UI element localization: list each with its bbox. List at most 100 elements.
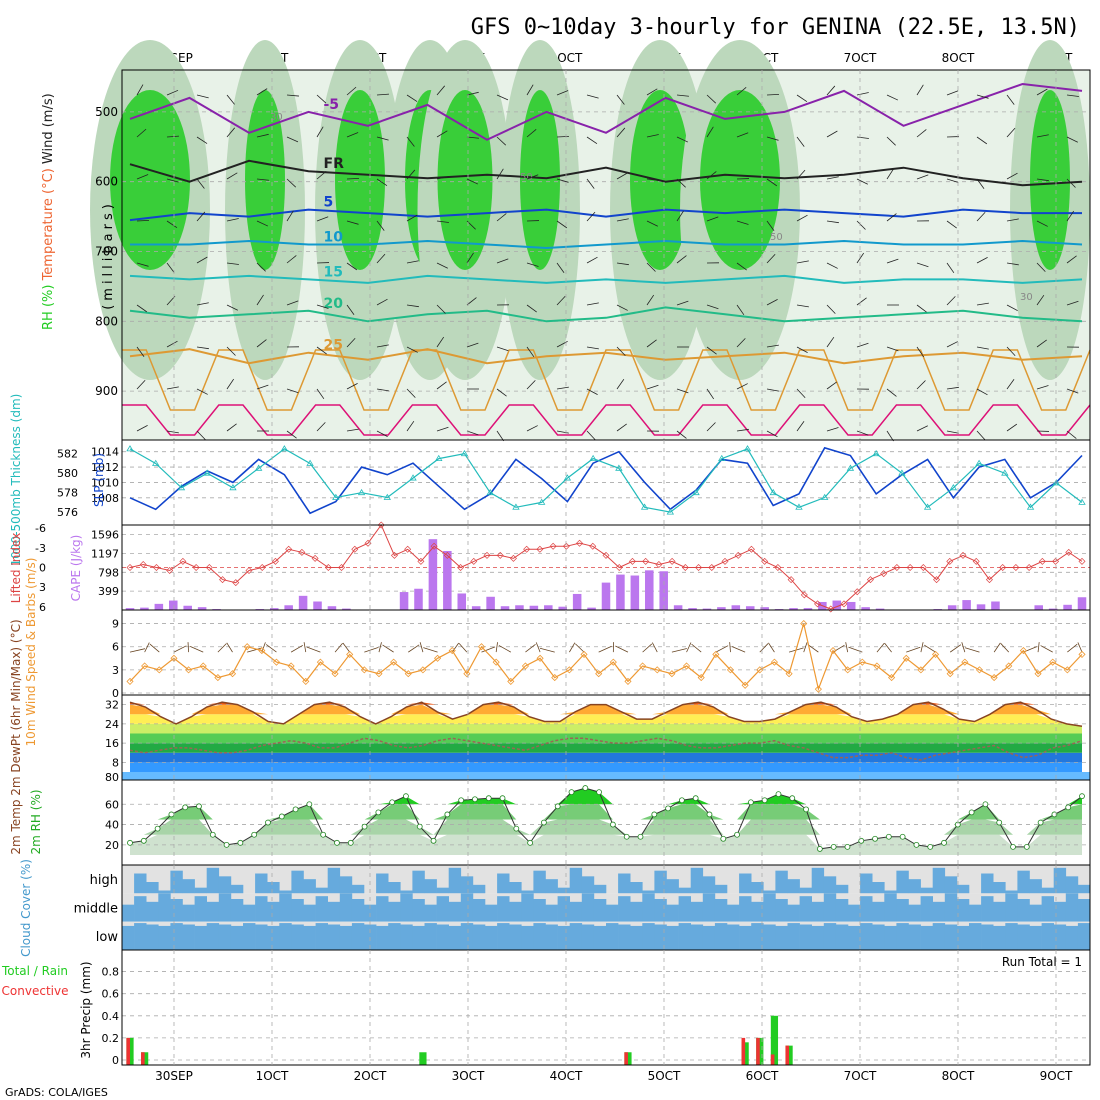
li-marker [179,557,187,565]
pressure-tick-label: 700 [95,245,118,259]
cloud-bar [896,870,909,894]
cloud-bar [714,899,728,922]
wind-barb [256,178,269,181]
wind-barb-10m [729,642,731,653]
wind-barb [1036,294,1045,306]
wind-barb [766,430,778,438]
cloud-bar [339,893,353,922]
wind-barb [466,91,479,96]
wind-barb-10m [964,647,980,653]
rh-marker [1010,843,1016,850]
rh-panel: 20 40 60 2m RH (%) [29,779,1091,866]
li-marker [985,576,993,584]
wind-barb [136,346,145,357]
temp-contour-label: 10 [324,230,344,246]
wind-barb-10m [187,642,189,653]
wind-barb [796,346,808,353]
wind-marker [624,677,632,685]
wind-barb-10m [498,645,511,653]
cloud-bar [472,884,486,894]
wind-barb-10m [1067,643,1078,653]
wind-barb [766,388,779,392]
rh-marker [403,793,409,800]
wind-barb [496,346,509,352]
li-marker [734,551,742,559]
wind-barb [616,304,628,311]
wind-barb [436,220,449,223]
cloud-bar [1041,923,1054,950]
cloud-label: Cloud Cover (%) [19,859,33,957]
wind-tick: 3 [112,664,119,677]
wind-barb-10m [144,642,150,653]
wind-barb [496,388,507,397]
wind-barb [526,425,538,432]
cloud-bar [593,899,607,922]
thickness-tick: 578 [57,487,78,500]
rh-marker [665,805,671,812]
rh-marker [541,819,547,826]
cape-bar [846,601,856,610]
wind-barb [316,170,327,180]
thickness-marker [975,459,983,466]
cloud-bar [593,925,607,950]
rh-marker [334,839,340,846]
thickness-marker [409,474,417,481]
wind-barb [1006,94,1015,105]
wind-barb-10m [686,642,692,653]
date-label-bottom: 5OCT [648,1069,681,1083]
cloud-bar [1029,925,1042,950]
cloud-bar [848,925,861,950]
cloud-bar [182,904,195,922]
precip-tick: 0 [112,1054,119,1067]
cloud-bar [606,923,619,950]
li-marker [1078,557,1086,565]
wind-barb [316,304,329,309]
rh-marker [416,823,423,830]
cloud-bar [158,890,171,894]
wind-barb [556,430,569,434]
wind-barb [166,220,178,229]
wind-tick: 6 [112,641,119,654]
temp-tick-extra: 80 [105,771,119,784]
wind-marker [375,670,383,678]
cape-lifted-index-panel: -6 -3 0 3 6 399 798 1197 1596 Lifted Index CAPE (J… [9,521,1091,614]
wind-barb [256,133,269,138]
cloud-bar [218,924,232,950]
cape-bar [313,601,322,610]
cloud-bar [896,923,909,950]
thickness-label: 1000-500mb Thickness (dm) [9,394,23,567]
wind-barb [1066,255,1077,264]
rh-marker [678,797,685,804]
cape-bar [428,539,438,610]
wind-barb-10m [768,642,775,653]
wind-barb-10m [1040,645,1053,653]
cloud-bar [279,893,292,922]
wind-barb [136,219,150,222]
cloud-bar [400,924,413,950]
wind-barb [466,252,474,264]
wind-barb-10m [129,648,146,653]
cape-bar [587,607,596,610]
wind-marker [521,662,530,670]
thickness-marker [254,464,263,471]
precip-conv-bar [785,1045,790,1065]
li-marker [298,548,306,556]
wind-barb [376,344,389,348]
li-marker [509,554,517,562]
wind-marker [477,643,486,651]
wind-barb [226,378,235,390]
wind-barb [196,302,209,306]
wind-barb [166,178,179,183]
cloud-bar [944,893,958,922]
cloud-bar [134,923,147,950]
wind-barb-10m [306,646,321,653]
cape-bar [125,608,135,610]
wind-marker [682,662,691,670]
wind-barb [466,178,479,185]
wind-barb [1066,136,1078,143]
wind-barb [586,211,596,222]
wind-barb-10m [247,647,262,653]
cloud-bar [1041,896,1054,922]
wind-barb-10m [525,644,536,653]
wind-barb-10m [189,646,204,653]
